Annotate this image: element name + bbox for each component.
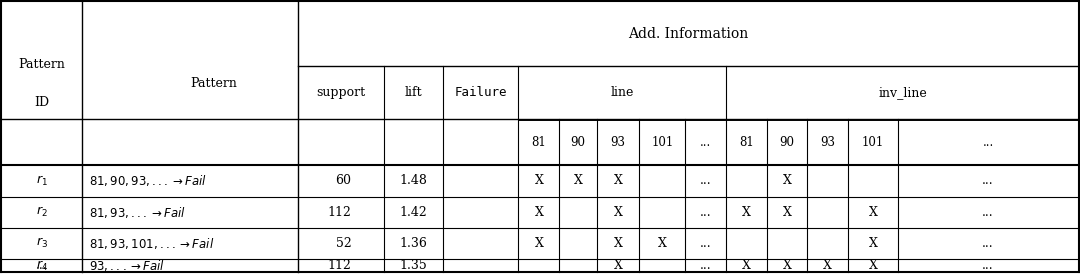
Text: ...: ... <box>700 136 712 149</box>
Text: 60: 60 <box>336 174 351 187</box>
Text: 90: 90 <box>570 136 585 149</box>
Text: X: X <box>613 206 622 219</box>
Text: $81, 93,... \rightarrow Fail$: $81, 93,... \rightarrow Fail$ <box>89 205 186 220</box>
Text: X: X <box>613 237 622 250</box>
Text: $r_2$: $r_2$ <box>36 205 48 219</box>
Text: 81: 81 <box>740 136 754 149</box>
Text: $81, 93, 101,... \rightarrow Fail$: $81, 93, 101,... \rightarrow Fail$ <box>89 236 214 251</box>
Text: X: X <box>535 237 543 250</box>
Text: 81: 81 <box>531 136 546 149</box>
Text: lift: lift <box>405 86 422 99</box>
Text: X: X <box>823 259 832 272</box>
Text: 112: 112 <box>327 259 351 272</box>
Text: X: X <box>535 174 543 187</box>
Text: X: X <box>613 259 622 272</box>
Text: ...: ... <box>983 237 994 250</box>
Text: ...: ... <box>700 174 712 187</box>
Text: 93: 93 <box>610 136 625 149</box>
Text: $81, 90, 93,... \rightarrow Fail$: $81, 90, 93,... \rightarrow Fail$ <box>89 173 206 189</box>
Text: Add. Information: Add. Information <box>627 27 748 41</box>
Text: ...: ... <box>983 136 994 149</box>
Text: ...: ... <box>983 174 994 187</box>
Text: 112: 112 <box>327 206 351 219</box>
Text: 1.48: 1.48 <box>400 174 428 187</box>
Text: Failure: Failure <box>455 86 507 99</box>
Text: 52: 52 <box>336 237 351 250</box>
Text: X: X <box>658 237 666 250</box>
Text: X: X <box>868 206 877 219</box>
Text: 1.35: 1.35 <box>400 259 428 272</box>
Text: X: X <box>613 174 622 187</box>
Text: 90: 90 <box>780 136 795 149</box>
Text: X: X <box>783 206 792 219</box>
Text: 1.42: 1.42 <box>400 206 428 219</box>
Text: X: X <box>742 206 752 219</box>
Text: $93,... \rightarrow Fail$: $93,... \rightarrow Fail$ <box>89 258 164 273</box>
Text: X: X <box>783 259 792 272</box>
Text: ...: ... <box>983 206 994 219</box>
Text: X: X <box>868 237 877 250</box>
Text: ...: ... <box>700 237 712 250</box>
Text: ...: ... <box>700 259 712 272</box>
Text: 1.36: 1.36 <box>400 237 428 250</box>
Text: 93: 93 <box>820 136 835 149</box>
Text: Pattern: Pattern <box>18 58 65 71</box>
Text: ...: ... <box>700 206 712 219</box>
Text: X: X <box>742 259 752 272</box>
Text: ...: ... <box>983 259 994 272</box>
Text: $r_3$: $r_3$ <box>36 236 48 250</box>
Text: $r_4$: $r_4$ <box>36 259 48 273</box>
Text: X: X <box>868 259 877 272</box>
Text: support: support <box>316 86 365 99</box>
Text: 101: 101 <box>651 136 674 149</box>
Text: X: X <box>573 174 583 187</box>
Text: X: X <box>535 206 543 219</box>
Text: ID: ID <box>35 96 50 109</box>
Text: ...: ... <box>36 259 48 272</box>
Text: 101: 101 <box>862 136 885 149</box>
Text: inv_line: inv_line <box>878 86 927 99</box>
Text: Pattern: Pattern <box>190 77 237 90</box>
Text: $r_1$: $r_1$ <box>36 174 48 188</box>
Text: line: line <box>610 86 634 99</box>
Text: X: X <box>783 174 792 187</box>
